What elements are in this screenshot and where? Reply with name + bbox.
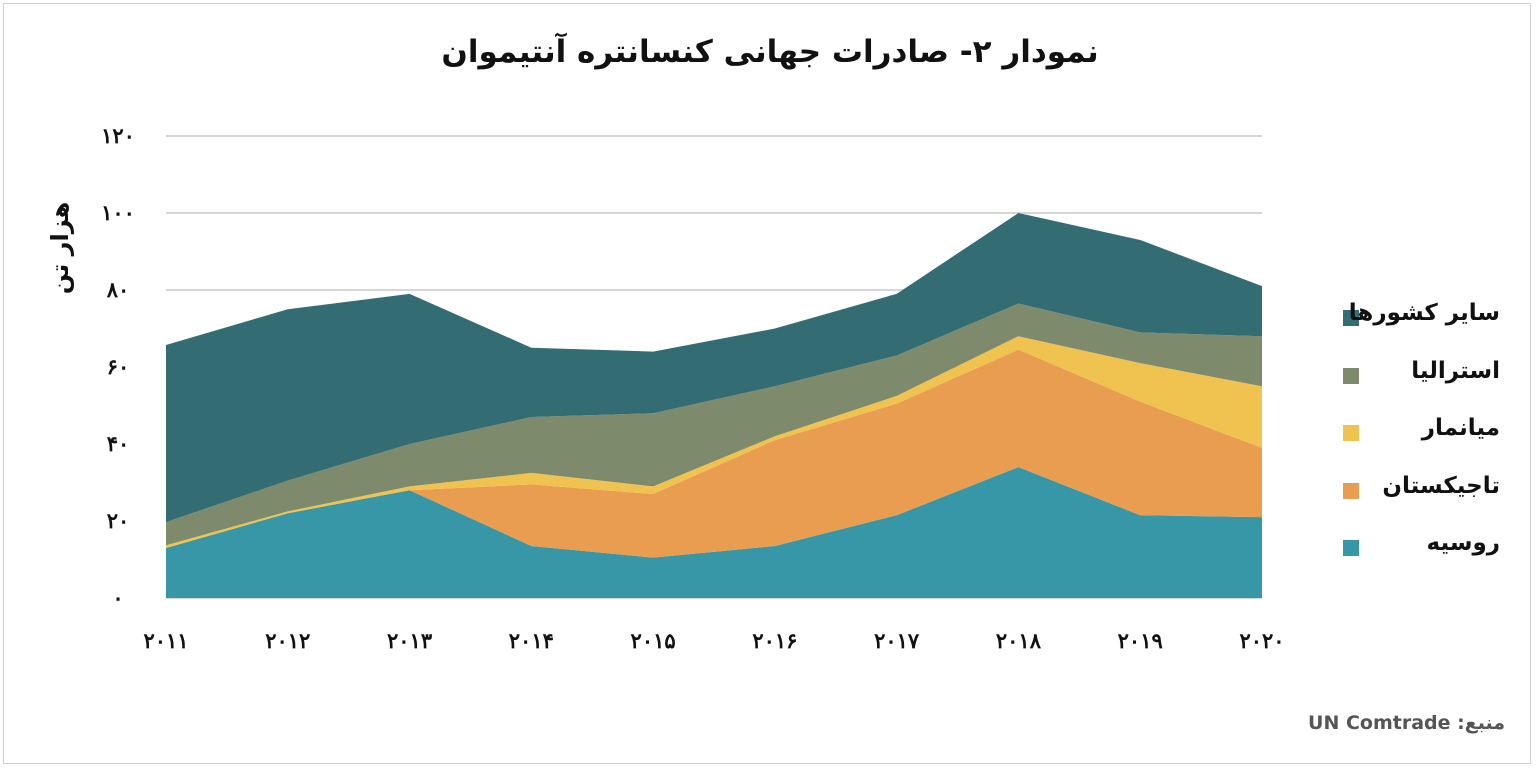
- y-tick-label-100: ۱۰۰: [101, 200, 135, 225]
- legend-swatch-russia: [1343, 540, 1359, 556]
- x-tick-label-2013: ۲۰۱۳: [387, 628, 433, 653]
- legend-label-tajikistan: تاجیکستان: [1382, 472, 1500, 499]
- area-tajikistan: [166, 349, 1262, 558]
- y-tick-label-20: ۲۰: [107, 508, 130, 533]
- y-tick-label-60: ۶۰: [107, 354, 130, 379]
- legend-swatch-australia: [1343, 367, 1359, 384]
- legend-label-australia: استرالیا: [1411, 357, 1500, 384]
- source-label: منبع:: [1457, 712, 1505, 734]
- y-tick-label-40: ۴۰: [107, 431, 130, 456]
- area-series: [166, 213, 1262, 598]
- legend-swatch-tajikistan: [1343, 482, 1359, 499]
- legend-item-australia: استرالیا: [1338, 358, 1518, 416]
- x-tick-label-2020: ۲۰۲۰: [1239, 628, 1284, 653]
- y-tick-label-120: ۱۲۰: [101, 123, 135, 148]
- legend: سایر کشورها استرالیا میانمار تاجیکستان ر…: [1338, 300, 1518, 588]
- x-tick-label-2016: ۲۰۱۶: [752, 628, 797, 653]
- legend-swatch-other: [1343, 310, 1359, 326]
- x-tick-label-2011: ۲۰۱۱: [143, 628, 188, 653]
- x-tick-labels: ۲۰۱۱ ۲۰۱۲ ۲۰۱۳ ۲۰۱۴ ۲۰۱۵ ۲۰۱۶ ۲۰۱۷ ۲۰۱۸ ۲۰۱۹ ۲۰۲۰: [143, 628, 1284, 653]
- legend-swatch-myanmar: [1343, 425, 1359, 441]
- x-tick-label-2015: ۲۰۱۵: [631, 628, 676, 653]
- y-tick-labels: ۰ ۲۰ ۴۰ ۶۰ ۸۰ ۱۰۰ ۱۲۰: [101, 123, 135, 610]
- x-tick-label-2012: ۲۰۱۲: [265, 628, 310, 653]
- legend-item-other: سایر کشورها: [1338, 300, 1518, 358]
- area-australia: [166, 303, 1262, 546]
- x-tick-label-2019: ۲۰۱۹: [1118, 628, 1163, 653]
- legend-label-myanmar: میانمار: [1421, 415, 1500, 441]
- x-tick-label-2018: ۲۰۱۸: [996, 628, 1042, 653]
- x-tick-label-2014: ۲۰۱۴: [509, 628, 554, 653]
- legend-item-russia: روسیه: [1338, 530, 1518, 588]
- legend-label-other: سایر کشورها: [1348, 300, 1500, 326]
- area-other: [166, 213, 1262, 523]
- source-value: UN Comtrade: [1308, 712, 1451, 734]
- y-tick-label-0: ۰: [112, 585, 123, 610]
- legend-label-russia: روسیه: [1426, 530, 1501, 556]
- area-russia: [166, 467, 1262, 598]
- legend-item-myanmar: میانمار: [1338, 415, 1518, 473]
- x-tick-label-2017: ۲۰۱۷: [874, 628, 920, 653]
- legend-item-tajikistan: تاجیکستان: [1338, 473, 1518, 531]
- y-tick-label-80: ۸۰: [106, 277, 130, 302]
- source-note: منبع: UN Comtrade: [1308, 712, 1505, 734]
- chart-title: نمودار ۲- صادرات جهانی کنسانتره آنتیموان: [441, 34, 1099, 70]
